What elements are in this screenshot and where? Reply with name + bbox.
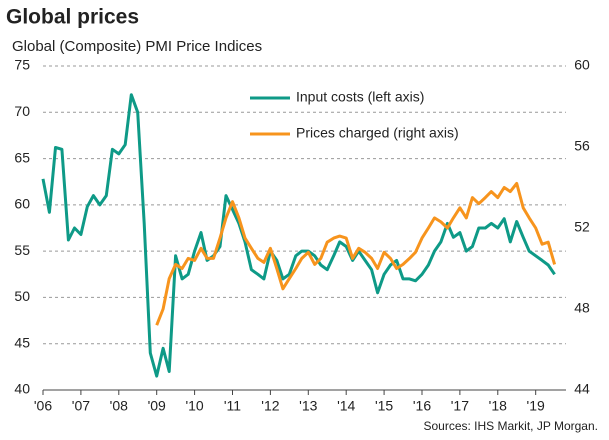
x-tick-label: '07 [72,398,90,414]
x-tick-label: '10 [185,398,203,414]
y2-tick-label: 56 [574,138,590,154]
y-tick-label: 65 [14,149,30,165]
series-line [41,93,556,378]
y2-tick-label: 48 [574,300,590,316]
x-tick-label: '09 [148,398,166,414]
y-tick-label: 40 [14,381,30,397]
chart-subtitle: Global (Composite) PMI Price Indices [12,38,262,55]
x-tick-label: '11 [224,398,241,414]
source: Sources: IHS Markit, JP Morgan. [423,419,598,433]
y-tick-label: 75 [14,57,30,73]
series-line [155,181,557,326]
x-tick-label: '06 [34,398,52,414]
legend-label: Input costs (left axis) [296,89,424,105]
y2-tick-label: 60 [574,57,590,73]
x-tick-label: '14 [337,398,355,414]
y-tick-label: 60 [14,196,30,212]
x-tick-label: '08 [110,398,128,414]
chart-title: Global prices [6,6,139,29]
x-tick-label: '13 [299,398,317,414]
x-tick-label: '12 [261,398,279,414]
x-tick-label: '19 [527,398,545,414]
legend-label: Prices charged (right axis) [296,125,459,141]
x-tick-label: '16 [413,398,431,414]
y-tick-label: 70 [14,103,30,119]
y-tick-label: 55 [14,242,30,258]
y-tick-label: 50 [14,288,30,304]
x-tick-label: '18 [489,398,507,414]
x-tick-label: '17 [451,398,469,414]
y2-tick-label: 44 [574,381,590,397]
y-tick-label: 45 [14,334,30,350]
y2-tick-label: 52 [574,219,590,235]
x-tick-label: '15 [375,398,393,414]
